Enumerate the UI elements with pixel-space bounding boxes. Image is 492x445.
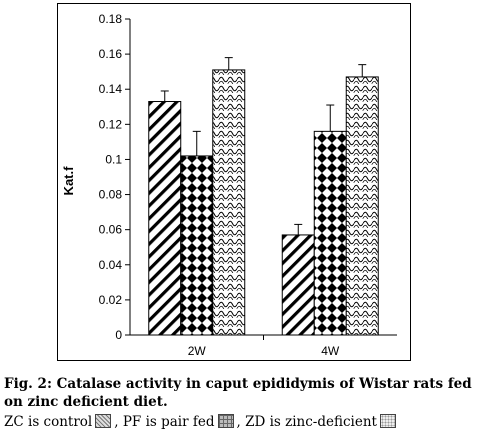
y-tick-label: 0.04 bbox=[99, 258, 123, 272]
y-tick-label: 0.1 bbox=[105, 152, 122, 166]
y-tick-label: 0 bbox=[115, 328, 122, 342]
legend-zd-label: , ZD is zinc-deficient bbox=[236, 414, 377, 430]
y-axis-label: Kat.f bbox=[61, 166, 76, 196]
legend-caption: ZC is control , PF is pair fed , ZD is zin… bbox=[4, 413, 490, 431]
y-tick-label: 0.02 bbox=[99, 293, 123, 307]
bar-zc bbox=[281, 234, 315, 336]
bar-pf bbox=[313, 130, 347, 336]
y-tick-label: 0.08 bbox=[99, 188, 123, 202]
bar-zc bbox=[148, 101, 182, 336]
legend-zd-swatch bbox=[379, 414, 396, 428]
x-tick-label: 2W bbox=[188, 344, 207, 358]
y-tick-label: 0.06 bbox=[99, 223, 123, 237]
legend-pf-label: , PF is pair fed bbox=[114, 414, 215, 430]
bar-zd bbox=[345, 76, 379, 336]
legend-zc-label: ZC is control bbox=[4, 414, 93, 430]
y-tick-label: 0.12 bbox=[99, 117, 123, 131]
x-tick-label: 4W bbox=[321, 344, 340, 358]
bar-pf bbox=[180, 155, 214, 336]
legend-zc-swatch bbox=[95, 414, 112, 428]
y-tick-label: 0.16 bbox=[99, 47, 123, 61]
bar-zd bbox=[212, 69, 246, 336]
y-tick-label: 0.14 bbox=[99, 82, 123, 96]
y-tick-label: 0.18 bbox=[99, 12, 123, 26]
figure-caption: Fig. 2: Catalase activity in caput epidi… bbox=[4, 376, 472, 410]
legend-pf-swatch bbox=[217, 414, 234, 428]
bar-chart: 0 0.02 0.04 0.06 0.08 0.1 0.12 0.14 0.16 0.18 2W 4… bbox=[61, 12, 397, 358]
